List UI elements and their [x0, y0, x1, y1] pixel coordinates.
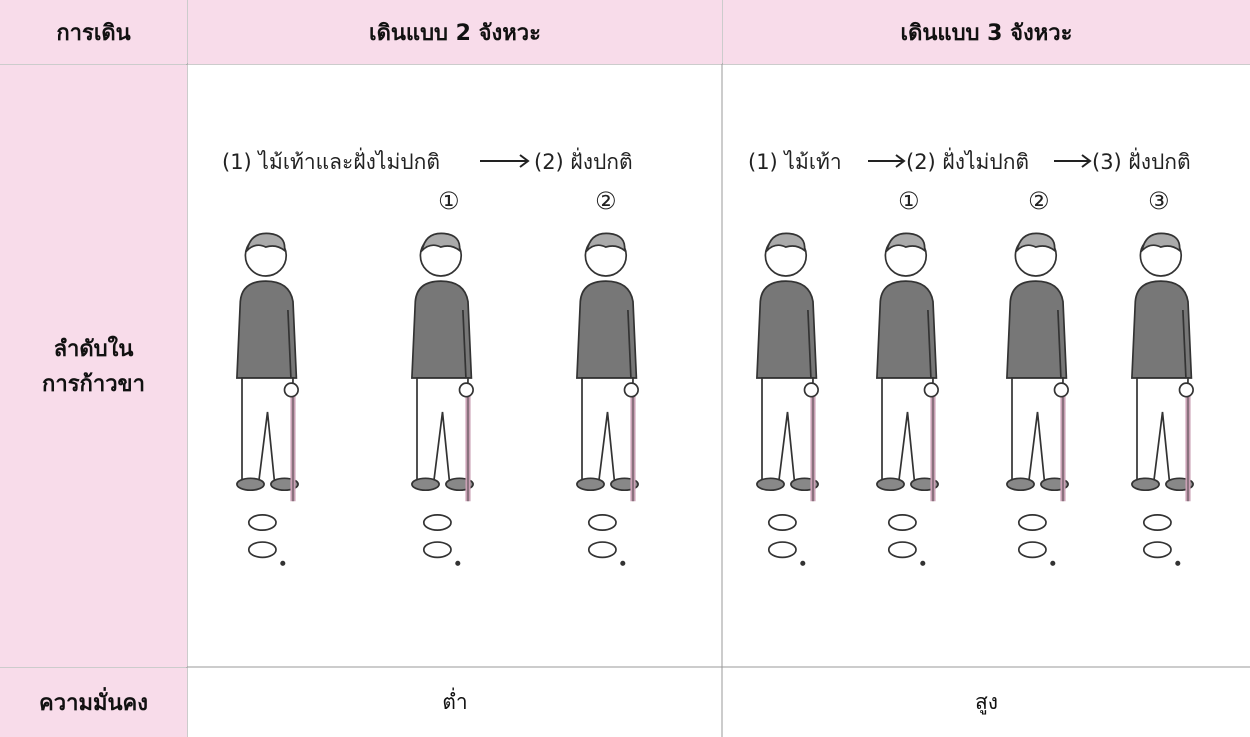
- figure-label: ③: [1148, 187, 1170, 215]
- stability-value: สูง: [974, 690, 999, 714]
- step: (1) ไม้เท้า: [748, 150, 842, 174]
- label-line: ลำดับใน: [53, 337, 134, 362]
- figure-label: ①: [898, 187, 920, 215]
- header-cell: เดินแบบ 3 จังหวะ: [723, 0, 1250, 64]
- figure-label: ②: [595, 187, 617, 215]
- step: (3) ฝั่งปกติ: [1092, 150, 1191, 174]
- step: (2) ฝั่งไม่ปกติ: [906, 150, 1030, 174]
- row-label: ลำดับใน การก้าวขา: [0, 65, 187, 667]
- stability-value: ต่ำ: [442, 690, 468, 714]
- figure-label: ②: [1028, 187, 1050, 215]
- row-label: ความมั่นคง: [0, 668, 187, 737]
- header-cell: เดินแบบ 2 จังหวะ: [188, 0, 722, 64]
- header-cell: การเดิน: [0, 0, 187, 64]
- label-line: การก้าวขา: [42, 372, 145, 397]
- step: (1) ไม้เท้าและฝั่งไม่ปกติ: [222, 150, 440, 174]
- figure-label: ①: [438, 187, 460, 215]
- step: (2) ฝั่งปกติ: [534, 150, 633, 174]
